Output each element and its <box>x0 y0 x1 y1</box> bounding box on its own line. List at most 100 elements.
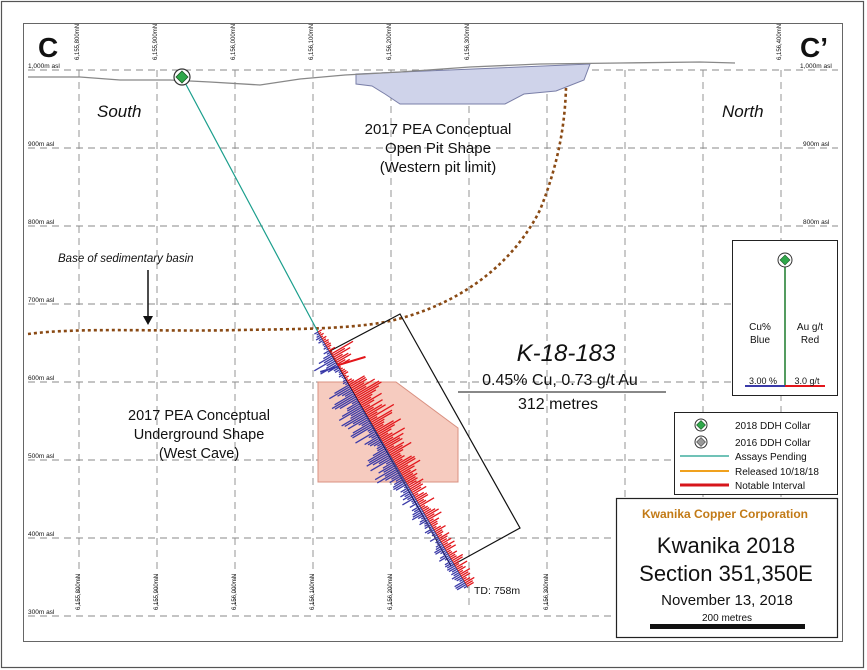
gold-assay-bar <box>378 428 392 437</box>
gold-assay-bar <box>417 498 425 504</box>
gold-assay-bar <box>341 369 347 374</box>
copper-assay-bar <box>342 380 348 385</box>
copper-assay-bar <box>463 585 468 589</box>
gold-assay-bar <box>447 550 453 555</box>
copper-assay-bar <box>352 421 372 434</box>
copper-assay-bar <box>345 382 349 386</box>
gold-assay-bar <box>331 347 346 357</box>
copper-assay-bar <box>368 432 378 439</box>
gold-assay-bar <box>361 399 375 408</box>
copper-assay-bar <box>323 353 332 360</box>
gold-assay-bar <box>420 504 426 509</box>
gold-assay-bar <box>443 540 455 548</box>
gold-assay-bar <box>406 477 418 485</box>
copper-assay-bar <box>385 459 394 465</box>
copper-assay-bar <box>318 355 333 365</box>
gold-assay-bar <box>318 331 322 335</box>
gold-assay-bar <box>388 444 403 454</box>
copper-assay-bar <box>338 372 343 376</box>
copper-assay-bar <box>454 575 462 581</box>
copper-assay-bar <box>444 560 453 566</box>
elev-left-700: 700m asl <box>28 297 55 304</box>
gold-assay-bar <box>453 560 460 565</box>
gold-assay-bar <box>319 332 324 336</box>
gold-assay-bar <box>373 421 385 429</box>
northing-labels: 6,155,800mN 6,155,900mN 6,156,000mN 6,15… <box>75 24 783 610</box>
gold-assay-bar <box>433 525 442 531</box>
copper-assay-bar <box>412 510 424 518</box>
basin-label: Base of sedimentary basin <box>58 253 194 265</box>
gold-assay-bar <box>333 353 343 360</box>
legend-label-0: 2018 DDH Collar <box>735 421 811 432</box>
gold-assay-bar <box>370 409 393 424</box>
gold-assay-bar <box>362 404 371 410</box>
copper-assay-bar <box>314 331 319 335</box>
gold-assay-bar <box>421 505 428 511</box>
copper-assay-bar <box>323 346 328 350</box>
copper-assay-bar <box>402 488 411 494</box>
drill-trace-pending <box>181 76 319 333</box>
copper-assay-bar <box>434 534 438 538</box>
hole-length: 312 metres <box>518 396 598 413</box>
open-pit-line3: (Western pit limit) <box>380 159 496 176</box>
copper-assay-bar <box>456 577 463 582</box>
gold-assay-bar <box>423 508 432 514</box>
gold-assay-bar <box>351 382 365 391</box>
copper-assay-bar <box>407 495 415 501</box>
copper-assay-bar <box>367 437 381 446</box>
northing-bottom-2: 6,156,000mN <box>232 574 238 610</box>
copper-assay-bar <box>436 541 442 545</box>
copper-assay-bar <box>326 351 331 355</box>
gold-assay-bar <box>344 375 349 379</box>
gold-assay-bar <box>404 472 418 482</box>
gold-assay-bar <box>457 565 466 572</box>
copper-assay-bar <box>454 580 465 588</box>
gold-assay-bar <box>390 448 404 458</box>
assay-histogram <box>313 329 475 591</box>
northing-bottom-3: 6,156,100mN <box>310 574 316 610</box>
assay-scale-inset: Cu% Blue Au g/t Red 3.00 % 3.0 g/t <box>732 240 838 396</box>
copper-assay-bar <box>372 447 387 457</box>
title-block: Kwanika Copper Corporation Kwanika 2018 … <box>615 497 839 639</box>
copper-assay-bar <box>427 529 435 535</box>
gold-assay-bar <box>436 530 444 536</box>
gold-assay-bar <box>346 378 353 383</box>
gold-assay-bar <box>317 329 323 333</box>
gold-assay-bar <box>389 441 412 456</box>
gold-assay-bar <box>409 482 422 490</box>
copper-assay-bar <box>352 415 368 425</box>
copper-assay-bar <box>412 500 418 505</box>
copper-assay-bar <box>377 442 384 447</box>
gold-assay-bar <box>380 432 393 441</box>
copper-assay-bar <box>368 450 389 464</box>
legend-2018-collar: 2018 DDH Collar <box>694 418 811 432</box>
gold-assay-bar <box>402 468 417 478</box>
gold-assay-bar <box>415 492 428 500</box>
elev-left-600: 600m asl <box>28 375 55 382</box>
gold-assay-bar <box>459 567 471 575</box>
copper-assay-bar <box>343 377 346 380</box>
gold-assay-bar <box>430 520 438 526</box>
gold-assay-bar <box>396 455 415 468</box>
gold-assay-bar <box>377 424 396 435</box>
gold-assay-bar <box>342 371 349 376</box>
gold-assay-bar <box>403 472 414 480</box>
gold-assay-bar <box>434 524 446 533</box>
gold-assay-bar <box>401 469 411 476</box>
copper-assay-bar <box>395 476 404 482</box>
gold-assay-bar <box>376 418 402 434</box>
gold-assay-bar <box>448 550 458 557</box>
gold-assay-bar <box>431 522 438 528</box>
copper-assay-bar <box>389 474 403 484</box>
copper-assay-bar <box>346 401 360 410</box>
copper-assay-bar <box>411 512 425 521</box>
gold-assay-bar <box>365 404 383 415</box>
copper-assay-bar <box>424 527 434 534</box>
gold-assay-bar <box>385 437 403 449</box>
gold-assay-bar <box>371 411 393 425</box>
gold-assay-bar <box>366 404 386 417</box>
copper-assay-bar <box>384 467 399 477</box>
northing-bottom-5: 6,156,300mN <box>544 574 550 610</box>
gold-assay-bar <box>381 427 406 442</box>
copper-assay-bar <box>444 556 451 561</box>
